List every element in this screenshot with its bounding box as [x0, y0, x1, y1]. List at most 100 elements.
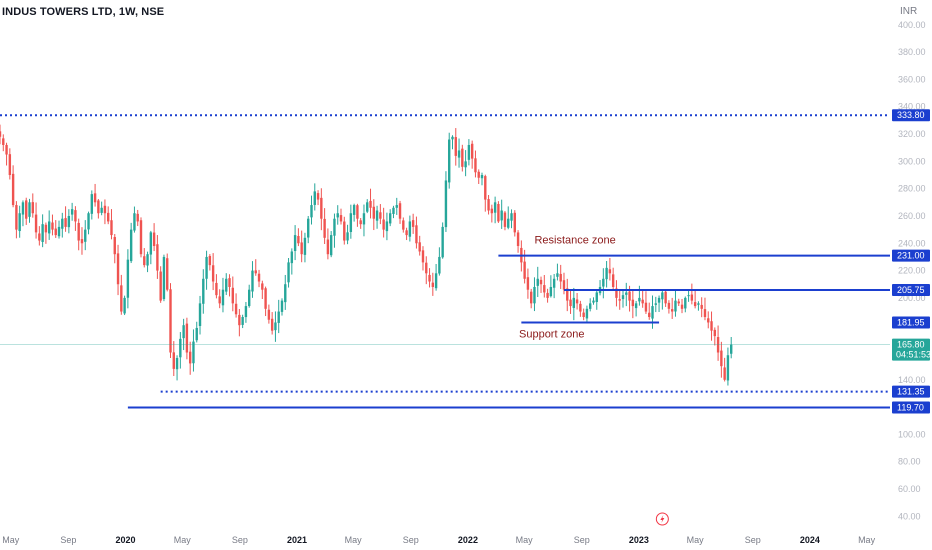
candle-body — [523, 261, 526, 279]
candle-body — [21, 202, 25, 215]
candle-body — [411, 220, 415, 227]
candle-body — [379, 212, 382, 219]
candle-body — [166, 258, 169, 290]
candle-body — [713, 329, 717, 337]
candle-body — [15, 205, 18, 230]
misc-group — [655, 512, 669, 526]
candle-body — [372, 206, 375, 219]
candle-body — [64, 218, 67, 227]
candle-body — [316, 193, 320, 200]
levels-group — [0, 114, 890, 409]
candle-body — [444, 180, 448, 228]
candle-body — [280, 300, 284, 312]
candle-body — [395, 205, 398, 208]
candle-body — [274, 322, 277, 331]
candle-body — [375, 210, 379, 221]
candle-body — [329, 235, 333, 256]
candle-body — [74, 210, 77, 222]
candle-body — [526, 277, 530, 290]
candle-body — [408, 221, 412, 237]
candle-body — [720, 350, 723, 367]
candle-body — [582, 312, 585, 318]
candle-body — [398, 203, 402, 219]
candle-body — [670, 309, 674, 312]
level-price-tag-text: 231.00 — [897, 251, 925, 261]
candle-body — [159, 271, 162, 301]
candle-body — [300, 242, 303, 255]
candle-body — [687, 295, 690, 297]
candle-body — [451, 136, 454, 140]
candle-body — [566, 288, 569, 301]
candle-body — [402, 220, 405, 230]
candle-body — [510, 213, 513, 221]
candle-body — [690, 294, 694, 301]
candle-body — [356, 205, 359, 219]
candle-body — [503, 212, 507, 227]
candle-body — [100, 207, 103, 213]
time-tick-label: Sep — [574, 535, 590, 545]
candle-body — [464, 161, 467, 168]
candle-body — [244, 306, 248, 318]
candle-body — [287, 262, 290, 283]
candle-body — [385, 221, 389, 232]
candle-body — [44, 224, 48, 233]
price-axis: 40.0060.0080.00100.00120.00140.00160.001… — [898, 20, 926, 522]
price-tick-label: 240.00 — [898, 238, 926, 248]
candle-body — [543, 285, 546, 293]
candle-body — [47, 221, 51, 234]
candle-body — [359, 220, 362, 225]
candle-body — [313, 191, 316, 205]
price-tick-label: 400.00 — [898, 20, 926, 30]
candle-body — [0, 131, 2, 137]
candle-body — [674, 300, 677, 312]
candle-body — [730, 344, 733, 354]
candle-body — [251, 270, 254, 292]
candle-body — [129, 229, 133, 262]
candle-body — [349, 213, 353, 233]
candle-body — [628, 291, 631, 301]
price-tick-label: 140.00 — [898, 375, 926, 385]
candle-body — [77, 222, 80, 241]
candle-body — [211, 265, 215, 282]
candle-body — [434, 273, 438, 289]
candle-body — [700, 304, 703, 309]
candle-body — [297, 236, 300, 244]
time-tick-label: May — [516, 535, 534, 545]
candle-body — [11, 173, 15, 206]
level-price-tag-text: 205.75 — [897, 285, 925, 295]
candle-body — [261, 283, 264, 290]
candle-body — [343, 221, 346, 241]
price-tick-label: 100.00 — [898, 429, 926, 439]
candle-body — [585, 308, 589, 319]
candle-body — [208, 256, 212, 266]
candle-body — [448, 139, 451, 183]
candle-body — [113, 237, 116, 255]
candle-body — [618, 299, 621, 301]
candle-body — [320, 197, 323, 219]
level-price-tag-text: 131.35 — [897, 387, 925, 397]
time-tick-label: May — [2, 535, 20, 545]
candle-body — [556, 273, 559, 277]
time-tick-label: Sep — [403, 535, 419, 545]
candle-body — [484, 176, 487, 200]
candle-body — [126, 259, 130, 298]
candle-body — [352, 205, 356, 215]
candle-body — [651, 306, 654, 319]
last-price-tag — [892, 338, 930, 361]
level-price-tag — [892, 385, 930, 398]
candle-body — [179, 338, 182, 358]
candle-body — [621, 295, 625, 300]
time-tick-label: 2020 — [116, 535, 136, 545]
candle-body — [293, 235, 297, 251]
candle-body — [205, 256, 208, 279]
price-tick-label: 40.00 — [898, 511, 921, 521]
level-tags: 333.80 231.00 205.75 181.95 131.35 119.70 165.… — [892, 109, 931, 414]
candle-body — [493, 202, 497, 213]
candle-body — [500, 210, 503, 221]
time-tick-label: Sep — [232, 535, 248, 545]
level-price-tag — [892, 109, 930, 122]
candle-body — [615, 288, 618, 298]
candle-body — [572, 297, 576, 308]
